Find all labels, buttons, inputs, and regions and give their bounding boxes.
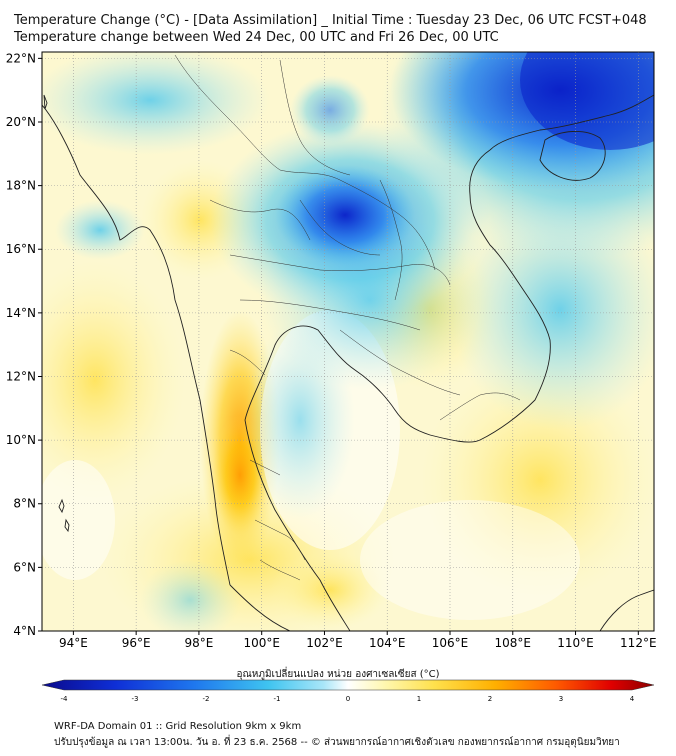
lon-tick-label: 98°E <box>184 636 213 650</box>
lon-tick-label: 100°E <box>243 636 280 650</box>
colorbar-tick-label: -3 <box>132 695 139 703</box>
admin-boundaries <box>174 54 521 581</box>
lon-tick-label: 96°E <box>122 636 151 650</box>
footer-credit: ปรับปรุงข้อมูล ณ เวลา 13:00น. วัน อ. ที่… <box>54 737 620 748</box>
longitude-ticks: 94°E 96°E 98°E 100°E 102°E 104°E 106°E 108°E 110… <box>59 631 657 650</box>
lat-tick-label: 6°N <box>13 560 36 574</box>
colorbar-tick-label: -1 <box>274 695 281 703</box>
lat-tick-label: 10°N <box>6 433 36 447</box>
lon-tick-label: 112°E <box>620 636 657 650</box>
lon-tick-label: 110°E <box>557 636 594 650</box>
colorbar-tick-label: -2 <box>203 695 210 703</box>
lon-tick-label: 106°E <box>432 636 469 650</box>
graticule <box>42 52 654 632</box>
coastlines <box>42 94 654 631</box>
lon-tick-label: 94°E <box>59 636 88 650</box>
colorbar-tick-label: 2 <box>488 695 492 703</box>
temperature-field <box>42 52 654 631</box>
latitude-ticks: 22°N 20°N 18°N 16°N 14°N 12°N 10°N 8°N 6°N 4°N <box>6 51 42 638</box>
lat-tick-label: 16°N <box>6 242 36 256</box>
lat-tick-label: 18°N <box>6 179 36 193</box>
plot-frame <box>41 51 655 632</box>
colorbar-bar <box>41 679 655 691</box>
map-title-line2: Temperature change between Wed 24 Dec, 0… <box>14 30 499 45</box>
lat-tick-label: 14°N <box>6 306 36 320</box>
lon-tick-label: 104°E <box>369 636 406 650</box>
lon-tick-label: 102°E <box>306 636 343 650</box>
lat-tick-label: 8°N <box>13 497 36 511</box>
lat-tick-label: 12°N <box>6 369 36 383</box>
footer-domain-info: WRF-DA Domain 01 :: Grid Resolution 9km … <box>54 721 302 732</box>
lat-tick-label: 22°N <box>6 51 36 65</box>
colorbar: -4 -3 -2 -1 0 1 2 3 4 <box>41 679 655 703</box>
map-title-line1: Temperature Change (°C) - [Data Assimila… <box>14 13 647 28</box>
colorbar-tick-label: 1 <box>417 695 421 703</box>
lat-tick-label: 4°N <box>13 624 36 638</box>
colorbar-title: อุณหภูมิเปลี่ยนแปลง หน่วย องศาเซลเซียส (… <box>236 669 440 680</box>
colorbar-tick-label: 3 <box>559 695 563 703</box>
colorbar-tick-label: -4 <box>61 695 69 703</box>
colorbar-tick-label: 0 <box>346 695 350 703</box>
lat-tick-label: 20°N <box>6 115 36 129</box>
colorbar-tick-label: 4 <box>630 695 635 703</box>
lon-tick-label: 108°E <box>495 636 532 650</box>
